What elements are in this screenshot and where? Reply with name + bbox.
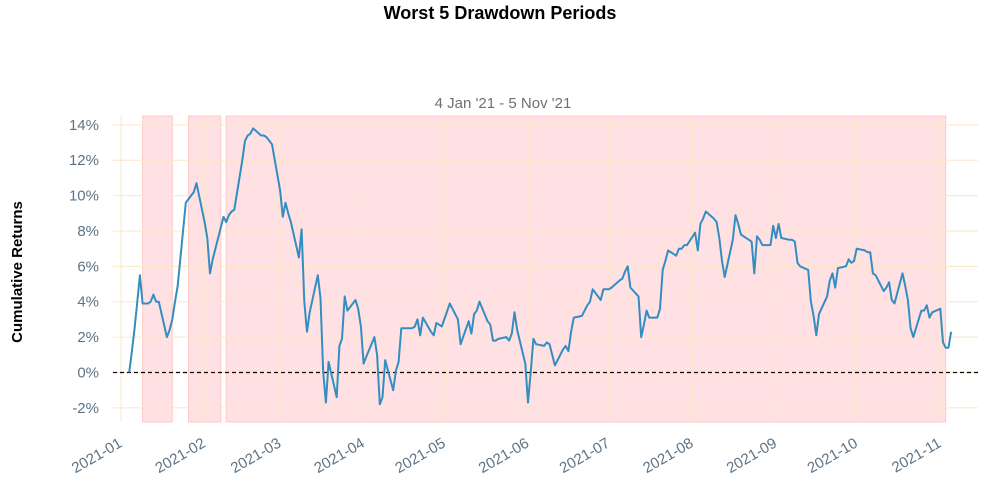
y-tick-label: 10% (69, 188, 99, 205)
chart-title: Worst 5 Drawdown Periods (384, 3, 617, 23)
x-tick-label: 2021-07 (557, 435, 613, 477)
y-tick-label: 12% (69, 152, 99, 169)
x-tick-labels: 2021-01 2021-02 2021-03 2021-04 2021-05 2021-… (69, 435, 944, 477)
grid-lines (113, 116, 978, 422)
x-tick-label: 2021-11 (889, 435, 944, 477)
x-tick-label: 2021-04 (311, 435, 367, 477)
x-tick-label: 2021-06 (476, 435, 532, 477)
y-tick-label: 6% (77, 258, 99, 275)
x-tick-label: 2021-02 (152, 435, 208, 477)
x-tick-label: 2021-08 (640, 435, 696, 477)
y-tick-label: 8% (77, 223, 99, 240)
series-line-cumulative-returns (128, 127, 953, 406)
drawdown-period-1 (142, 115, 173, 423)
x-tick-label: 2021-01 (69, 435, 125, 477)
y-tick-label: 2% (77, 329, 99, 346)
y-axis-label: Cumulative Returns (9, 201, 26, 343)
x-tick-label: 2021-05 (392, 435, 448, 477)
x-tick-label: 2021-10 (805, 435, 861, 477)
y-tick-labels: -2% 0% 2% 4% 6% 8% 10% 12% 14% (69, 117, 99, 417)
y-tick-label: 14% (69, 117, 99, 134)
series-layer (113, 127, 978, 406)
x-tick-label: 2021-03 (228, 435, 284, 477)
y-tick-label: 0% (77, 364, 99, 381)
chart-subtitle: 4 Jan '21 - 5 Nov '21 (435, 95, 572, 112)
drawdown-period-3 (225, 115, 947, 423)
x-tick-label: 2021-09 (724, 435, 780, 477)
drawdown-shades (142, 115, 947, 423)
y-tick-label: 4% (77, 294, 99, 311)
y-tick-label: -2% (72, 400, 99, 417)
